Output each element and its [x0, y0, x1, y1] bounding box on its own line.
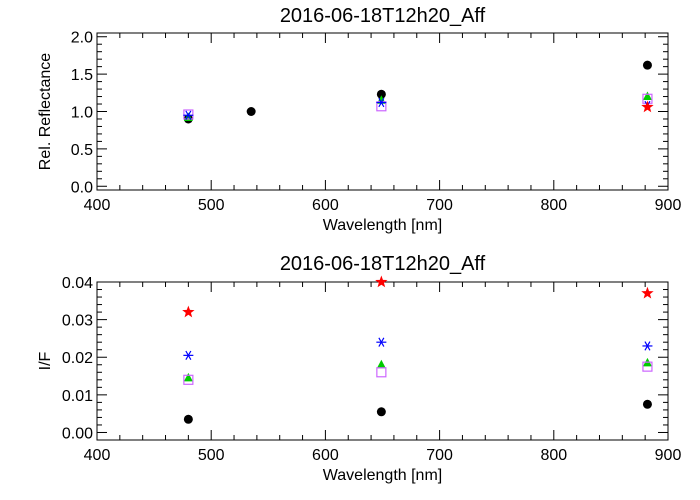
- x-tick-label: 700: [426, 197, 453, 214]
- data-point-circle: [246, 107, 256, 116]
- data-point-circle: [376, 407, 386, 417]
- y-tick-label: 2.0: [71, 30, 93, 47]
- data-point-circle: [376, 89, 386, 99]
- data-point-circle: [642, 399, 652, 409]
- x-tick-label: 700: [426, 447, 453, 464]
- x-axis-label: Wavelength [nm]: [323, 467, 442, 484]
- x-tick-label: 600: [312, 447, 339, 464]
- y-tick-label: 1.5: [71, 67, 93, 84]
- y-tick-label: 0.01: [62, 388, 93, 405]
- x-tick-label: 900: [655, 447, 682, 464]
- data-point-circle: [183, 414, 193, 424]
- x-tick-label: 500: [198, 447, 225, 464]
- data-point-square: [183, 374, 194, 385]
- chart-title: 2016-06-18T12h20_Aff: [280, 5, 486, 27]
- y-tick-label: 0.04: [62, 275, 93, 292]
- y-tick-label: 0.0: [71, 179, 93, 196]
- data-point-star: [182, 305, 195, 318]
- data-point-asterisk: [183, 350, 194, 361]
- x-tick-label: 400: [84, 197, 111, 214]
- x-tick-label: 900: [655, 197, 682, 214]
- data-point-star: [641, 100, 654, 113]
- data-point-star: [375, 275, 388, 288]
- x-tick-label: 600: [312, 197, 339, 214]
- x-tick-label: 800: [540, 197, 567, 214]
- plot-frame: [96, 281, 669, 441]
- y-tick-label: 0.5: [71, 142, 93, 159]
- data-point-asterisk: [183, 110, 194, 120]
- x-axis-label: Wavelength [nm]: [323, 217, 442, 234]
- y-tick-label: 0.00: [62, 425, 93, 442]
- data-point-star: [641, 286, 654, 299]
- chart-title: 2016-06-18T12h20_Aff: [280, 253, 486, 275]
- chart-2: 400 500 600 700 800 900 0.00 0.01 0.02 0.03 0.04 20…: [37, 253, 681, 484]
- x-tick-label: 800: [540, 447, 567, 464]
- data-point-square: [642, 361, 653, 372]
- data-point-asterisk: [642, 341, 653, 351]
- data-point-asterisk: [376, 337, 387, 347]
- chart-1: 400 500 600 700 800 900 0.0 0.5 1.0 1.5 2.0 2016-06…: [37, 5, 681, 234]
- x-tick-label: 400: [84, 447, 111, 464]
- x-tick-label: 500: [198, 197, 225, 214]
- data-point-circle: [642, 60, 652, 70]
- y-axis-label: I/F: [37, 351, 54, 370]
- data-point-triangle: [642, 91, 652, 101]
- y-axis-label: Rel. Reflectance: [37, 53, 54, 170]
- data-point-asterisk: [376, 97, 387, 108]
- y-tick-label: 0.03: [62, 313, 93, 330]
- data-point-square: [376, 367, 387, 378]
- data-point-square: [183, 109, 194, 120]
- data-point-triangle: [376, 359, 386, 369]
- plot-frame: [96, 32, 669, 191]
- y-tick-label: 0.02: [62, 350, 93, 367]
- data-point-triangle: [183, 372, 193, 382]
- y-tick-label: 1.0: [71, 105, 93, 122]
